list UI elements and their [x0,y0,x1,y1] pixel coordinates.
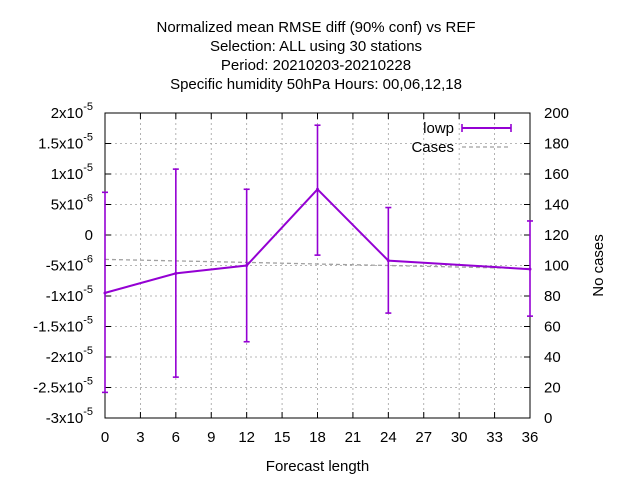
y-tick-label: -1.5x10-5 [33,315,93,336]
y-tick-label: 2x10-5 [51,101,93,122]
y-tick-label: -2.5x10-5 [33,376,93,397]
y2-axis-label: No cases [590,234,607,297]
y2-tick-label: 60 [544,319,561,336]
y2-tick-label: 160 [544,166,569,183]
y2-tick-label: 140 [544,197,569,214]
title-line-4: Specific humidity 50hPa Hours: 00,06,12,… [170,76,462,93]
x-tick-label: 0 [101,429,109,446]
legend-sample-lowp [461,124,512,132]
x-tick-label: 36 [522,429,539,446]
y-tick-label: 1.5x10-5 [38,132,93,153]
x-tick-label: 18 [309,429,326,446]
y2-tick-label: 200 [544,105,569,122]
series-line-cases [104,258,531,270]
y-tick-label: 0 [85,227,93,244]
x-tick-label: 12 [238,429,255,446]
title-line-1: Normalized mean RMSE diff (90% conf) vs … [157,19,476,36]
title-line-3: Period: 20210203-20210228 [221,57,411,74]
x-tick-label: 27 [415,429,432,446]
y-tick-label: -5x10-6 [46,254,93,275]
series-line-lowp [104,187,531,294]
data-point-lowp [386,259,390,263]
x-axis: 0 3 6 9 12 15 18 21 24 27 30 33 36 [101,113,539,446]
x-tick-label: 33 [486,429,503,446]
data-point-lowp [174,271,178,275]
x-tick-label: 3 [136,429,144,446]
y-tick-label: -2x10-5 [46,345,93,366]
x-tick-label: 21 [345,429,362,446]
x-tick-label: 15 [274,429,291,446]
x-tick-label: 6 [172,429,180,446]
y2-axis: 0 20 40 60 80 100 120 140 160 180 200 [524,105,569,427]
y2-tick-label: 180 [544,136,569,153]
legend: lowp Cases [411,120,512,156]
series-layer [102,124,533,394]
legend-label-cases: Cases [411,139,454,156]
title-line-2: Selection: ALL using 30 stations [210,38,422,55]
y-tick-label: 5x10-6 [51,193,93,214]
y2-tick-label: 100 [544,258,569,275]
x-tick-label: 9 [207,429,215,446]
y-tick-label: -1x10-5 [46,284,93,305]
y2-tick-label: 120 [544,227,569,244]
x-tick-label: 24 [380,429,397,446]
x-tick-label: 30 [451,429,468,446]
chart-title: Normalized mean RMSE diff (90% conf) vs … [157,19,476,93]
y-axis: 2x10-5 1.5x10-5 1x10-5 5x10-6 0 -5x10-6 -1x10-… [33,101,111,427]
data-point-lowp [316,187,319,191]
y-tick-label: 1x10-5 [51,162,93,183]
data-point-lowp [245,264,249,267]
legend-label-lowp: lowp [423,120,454,137]
y2-tick-label: 20 [544,380,561,397]
y-tick-label: -3x10-5 [46,406,93,427]
y2-tick-label: 0 [544,410,552,427]
y2-tick-label: 80 [544,288,561,305]
data-point-lowp [103,291,107,295]
y2-tick-label: 40 [544,349,561,366]
data-point-lowp [528,267,532,271]
x-axis-label: Forecast length [266,458,369,475]
